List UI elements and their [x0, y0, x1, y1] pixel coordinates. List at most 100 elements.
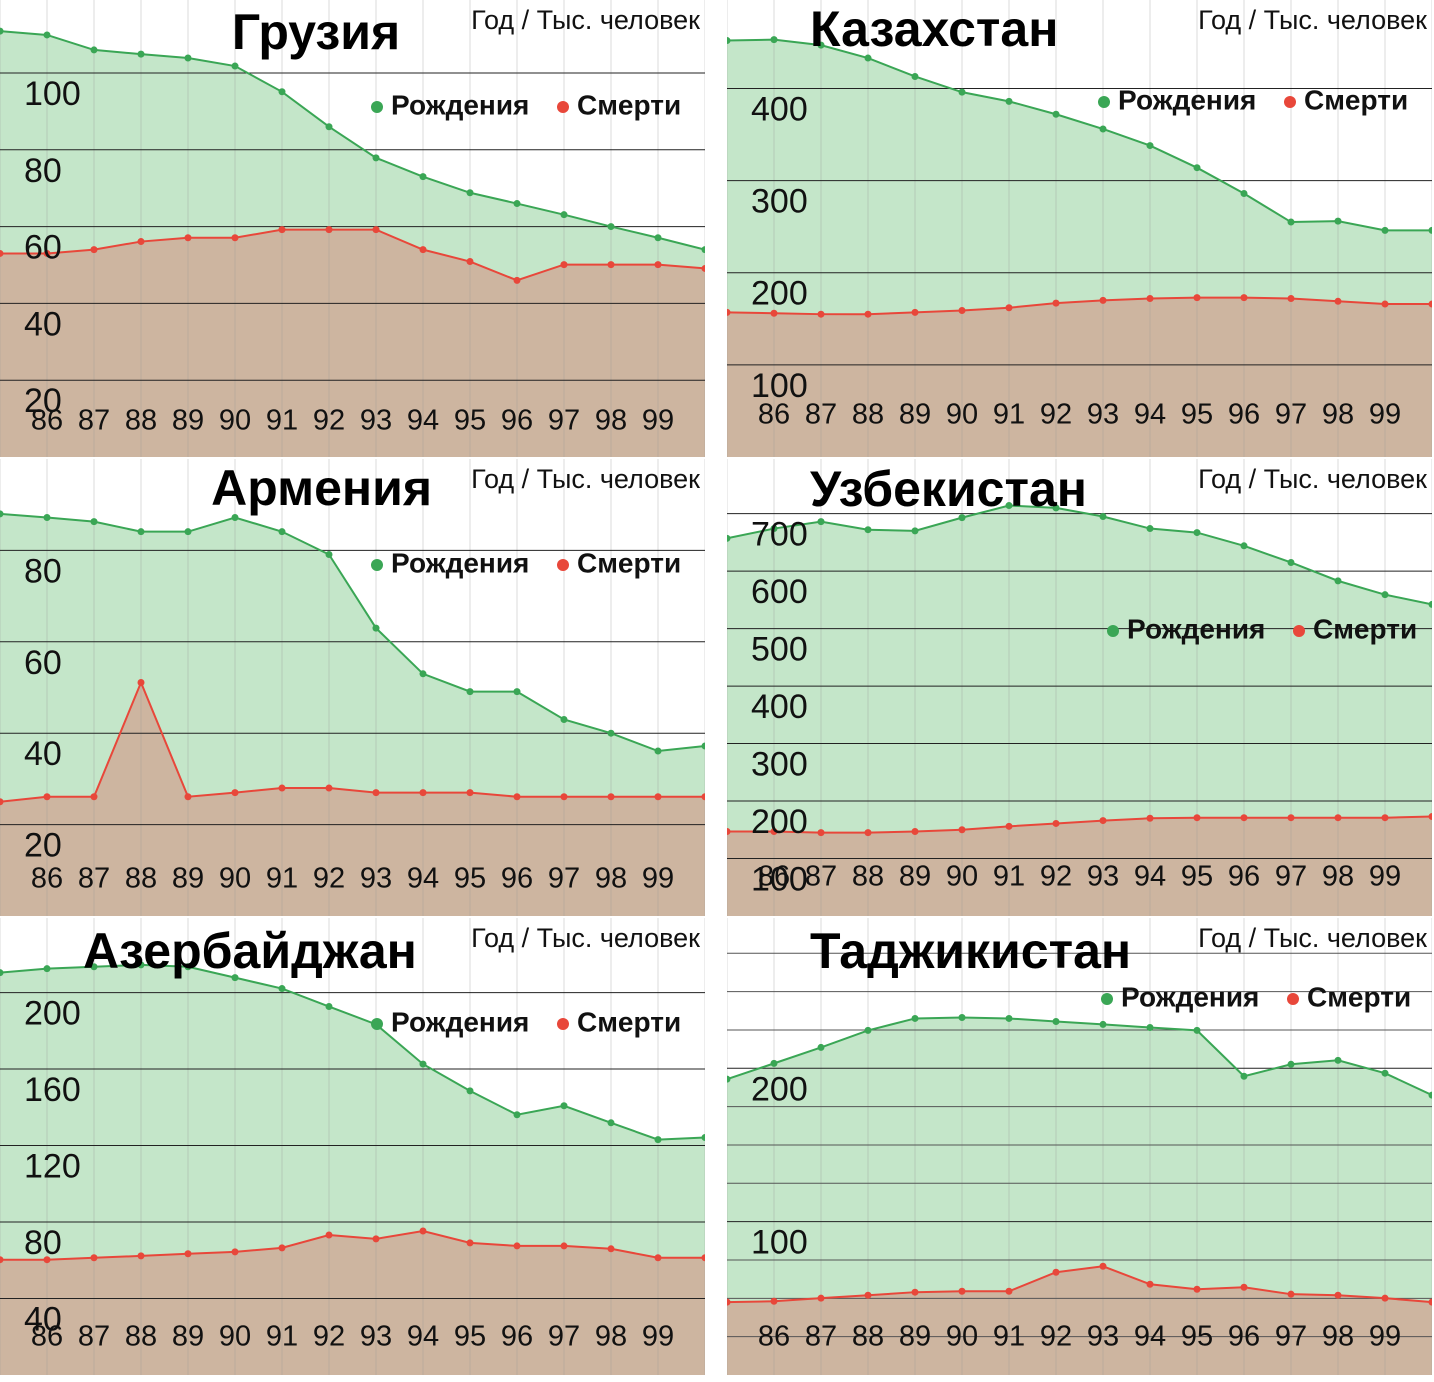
data-point	[560, 261, 568, 269]
data-point	[184, 528, 192, 536]
legend-label: Смерти	[1304, 84, 1408, 115]
data-point	[1052, 299, 1060, 307]
data-point	[701, 1134, 705, 1142]
y-tick-label: 300	[751, 183, 808, 221]
x-tick-label: 98	[1322, 1321, 1354, 1353]
data-point	[1052, 504, 1060, 512]
data-point	[1334, 1291, 1342, 1299]
x-tick-label: 86	[31, 405, 63, 437]
data-point	[1193, 1026, 1201, 1034]
data-point	[770, 36, 778, 44]
data-point	[1193, 814, 1201, 822]
data-point	[817, 829, 825, 837]
series-area	[727, 297, 1432, 457]
series-line	[727, 1016, 1432, 1097]
x-tick-label: 97	[548, 1321, 580, 1353]
y-tick-label: 100	[24, 75, 81, 113]
legend-label: Рождения	[1121, 981, 1259, 1012]
x-tick-label: 86	[758, 861, 790, 893]
y-tick-label: 80	[24, 1224, 62, 1262]
data-point	[607, 729, 615, 737]
data-point	[278, 784, 286, 792]
data-point	[1287, 1290, 1295, 1298]
x-tick-label: 96	[1228, 1321, 1260, 1353]
panel: 100 200 300 400 86 87 88 89 90 91 92 93 94 95 96 97 98 99…	[727, 0, 1432, 457]
data-point	[372, 154, 380, 162]
x-tick-label: 86	[758, 1321, 790, 1353]
data-point	[419, 670, 427, 678]
x-tick-label: 88	[125, 863, 157, 895]
series-area	[727, 505, 1432, 916]
legend-label: Смерти	[577, 89, 681, 120]
data-point	[817, 1294, 825, 1302]
data-point	[1381, 300, 1389, 308]
y-tick-label: 20	[24, 827, 62, 865]
data-point	[1334, 1056, 1342, 1064]
data-point	[958, 514, 966, 522]
data-point	[911, 827, 919, 835]
data-point	[513, 688, 521, 696]
data-point	[727, 827, 731, 835]
data-point	[864, 310, 872, 318]
x-tick-label: 93	[1087, 399, 1119, 431]
y-tick-label: 100	[751, 861, 808, 899]
x-tick-label: 94	[1134, 861, 1166, 893]
data-point	[1193, 164, 1201, 172]
y-tick-label: 200	[751, 803, 808, 841]
data-point	[0, 27, 4, 35]
x-tick-label: 99	[642, 863, 674, 895]
data-point	[90, 246, 98, 254]
data-point	[43, 513, 51, 521]
data-point	[90, 963, 98, 971]
x-tick-label: 96	[501, 405, 533, 437]
x-tick-label: 92	[313, 1321, 345, 1353]
data-point	[654, 1254, 662, 1262]
series-line	[727, 1265, 1432, 1304]
data-point	[1334, 297, 1342, 305]
data-point	[727, 37, 731, 45]
panel: 40 80 120 160 200 86 87 88 89 90 91 92 93 94 95 96 97 98 9…	[0, 918, 705, 1375]
data-point	[90, 518, 98, 526]
data-point	[607, 1245, 615, 1253]
data-point	[1334, 814, 1342, 822]
data-point	[0, 969, 4, 977]
data-point	[513, 200, 521, 208]
legend-label: Рождения	[391, 1006, 529, 1037]
data-point	[911, 1014, 919, 1022]
data-point	[701, 1254, 705, 1262]
data-point	[1146, 814, 1154, 822]
data-point	[727, 308, 731, 316]
y-tick-label: 80	[24, 152, 62, 190]
data-point	[137, 678, 145, 686]
data-point	[1428, 600, 1432, 608]
data-point	[325, 784, 333, 792]
data-point	[137, 1252, 145, 1260]
data-point	[864, 829, 872, 837]
x-tick-label: 88	[852, 861, 884, 893]
data-point	[1052, 1268, 1060, 1276]
data-point	[1428, 1091, 1432, 1099]
data-point	[90, 793, 98, 801]
data-point	[770, 525, 778, 533]
data-point	[958, 826, 966, 834]
x-tick-label: 93	[1087, 1321, 1119, 1353]
x-tick-label: 88	[852, 1321, 884, 1353]
legend-marker	[557, 559, 569, 571]
data-point	[607, 261, 615, 269]
y-tick-label: 200	[24, 995, 81, 1033]
x-tick-label: 92	[1040, 861, 1072, 893]
panel: 100 200 86 87 88 89 90 91 92 93 94 95 96 97 98 99 Таджик…	[727, 918, 1432, 1375]
x-tick-label: 87	[805, 1321, 837, 1353]
data-point	[1146, 142, 1154, 150]
legend-label: Смерти	[1307, 981, 1411, 1012]
data-point	[1005, 1014, 1013, 1022]
data-point	[911, 72, 919, 80]
data-point	[1005, 1287, 1013, 1295]
data-point	[325, 226, 333, 234]
data-point	[911, 527, 919, 535]
x-tick-label: 87	[805, 399, 837, 431]
data-point	[1146, 295, 1154, 303]
data-point	[701, 264, 705, 272]
data-point	[419, 789, 427, 797]
